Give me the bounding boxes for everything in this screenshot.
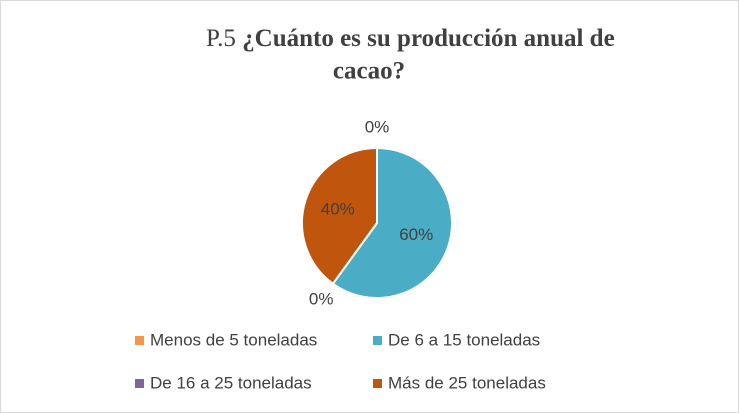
title-line: ¿Cuánto es su producción anual de [242,25,615,52]
data-label: 60% [399,225,433,244]
legend-swatch [373,379,382,388]
pie-slice [301,146,378,286]
data-label: 40% [321,200,355,219]
legend-label: Más de 25 toneladas [388,373,546,392]
data-label: 0% [309,289,334,308]
pie-slice [331,146,453,299]
legend-label: De 6 a 15 toneladas [388,330,540,349]
data-label: 0% [365,117,390,136]
legend-swatch [373,336,382,345]
question-number: P.5 [206,25,236,52]
legend-label: Menos de 5 toneladas [150,330,317,349]
chart-title: P.5 ¿Cuánto es su producción anual de [206,25,615,52]
legend-swatch [135,336,144,345]
legend-swatch [135,379,144,388]
title-line: cacao? [333,58,405,85]
legend-label: De 16 a 25 toneladas [150,373,312,392]
